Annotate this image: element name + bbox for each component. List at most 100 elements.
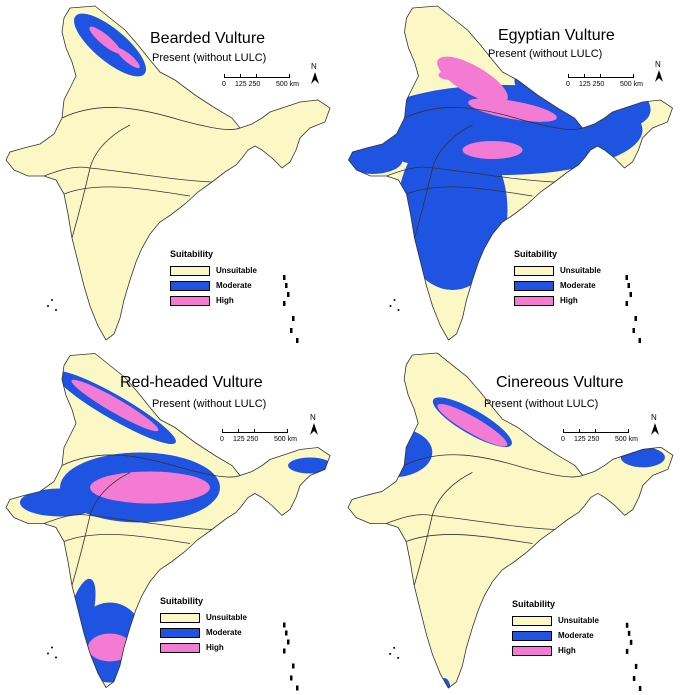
scale-bar: 0 125 250 500 km <box>566 74 648 96</box>
zone-boundary <box>406 186 533 197</box>
scale-bar: 0 125 250 500 km <box>222 74 304 96</box>
high-region <box>90 471 210 504</box>
island <box>47 305 49 307</box>
island <box>292 316 295 321</box>
map-panel-bearded: Bearded Vulture Present (without LULC) 0… <box>0 0 342 347</box>
island <box>47 652 49 655</box>
moderate-region <box>26 464 54 481</box>
island <box>51 299 53 301</box>
island <box>638 338 641 343</box>
scale-bar: 0 125 250 500 km <box>561 429 643 451</box>
panel-subtitle: Present (without LULC) <box>152 52 267 64</box>
island <box>634 316 637 321</box>
zone-boundary <box>385 514 555 530</box>
legend-swatch-unsuitable <box>514 266 554 276</box>
high-region <box>88 633 132 662</box>
legend-swatch-moderate <box>512 631 552 641</box>
island <box>632 675 636 681</box>
north-arrow-icon: N <box>308 62 322 86</box>
country-fill <box>6 6 330 340</box>
zone-boundary <box>71 472 131 586</box>
legend-swatch-moderate <box>170 281 210 291</box>
country-fill <box>348 353 673 688</box>
island <box>296 338 299 343</box>
high-region <box>437 403 508 447</box>
island <box>627 630 631 636</box>
india-map <box>5 353 331 691</box>
suitability-regions <box>20 370 330 683</box>
high-region <box>468 98 557 122</box>
country-outline <box>5 5 331 341</box>
island <box>625 648 629 654</box>
zone-boundary <box>404 107 583 130</box>
zone-boundary <box>43 166 213 183</box>
panel-subtitle: Present (without LULC) <box>488 48 603 60</box>
north-arrow-icon: N <box>307 413 321 437</box>
island <box>625 301 628 306</box>
moderate-region <box>348 146 403 174</box>
india-map <box>347 352 674 691</box>
zone-boundary <box>414 124 473 239</box>
legend-swatch-moderate <box>160 628 200 638</box>
legend-swatch-unsuitable <box>170 266 210 276</box>
island <box>55 309 57 311</box>
zone-boundary <box>61 454 241 478</box>
panel-subtitle: Present (without LULC) <box>152 398 267 410</box>
island <box>290 675 293 681</box>
island <box>283 301 286 306</box>
island <box>632 328 635 333</box>
panel-title: Bearded Vulture <box>150 30 266 47</box>
island <box>625 275 628 280</box>
legend-swatch-high <box>160 643 200 653</box>
island <box>627 283 630 288</box>
zone-boundary <box>404 454 583 478</box>
island <box>634 663 638 669</box>
suitability-regions <box>74 13 146 77</box>
zone-boundary <box>63 186 191 197</box>
high-region <box>89 26 121 54</box>
zone-boundary <box>63 534 191 544</box>
island <box>629 292 632 297</box>
india-map <box>5 5 331 343</box>
high-region <box>116 47 140 69</box>
country-outline <box>5 353 331 689</box>
island <box>397 309 400 311</box>
panel-subtitle: Present (without LULC) <box>484 398 599 410</box>
island <box>393 646 396 649</box>
high-region <box>438 70 463 80</box>
panel-title: Egyptian Vulture <box>498 27 615 44</box>
island <box>389 305 392 307</box>
island <box>397 656 400 659</box>
high-region <box>353 459 382 476</box>
panel-title: Cinereous Vulture <box>496 374 624 391</box>
north-arrow-icon: N <box>648 413 662 437</box>
island <box>625 622 629 628</box>
north-arrow-icon: N <box>652 60 666 84</box>
high-region <box>437 56 508 104</box>
legend-swatch-high <box>170 296 210 306</box>
legend-swatch-high <box>512 646 552 656</box>
country-outline <box>347 352 674 689</box>
legend-swatch-moderate <box>514 281 554 291</box>
zone-boundary <box>413 472 473 586</box>
island <box>638 685 642 691</box>
high-region <box>71 379 159 432</box>
island <box>389 652 392 655</box>
island <box>285 630 288 636</box>
india-map <box>348 5 673 343</box>
island <box>287 639 290 645</box>
island <box>296 685 299 691</box>
moderate-region <box>352 427 433 478</box>
panel-title: Red-headed Vulture <box>120 374 263 391</box>
zone-boundary <box>386 166 555 183</box>
island <box>290 328 293 333</box>
map-panel-egyptian: Egyptian Vulture Present (without LULC) … <box>342 0 685 347</box>
legend-swatch-unsuitable <box>160 613 200 623</box>
island <box>283 648 286 654</box>
island <box>285 283 288 288</box>
island <box>629 639 633 645</box>
zone-boundary <box>71 124 131 239</box>
map-panel-red-headed: Red-headed Vulture Present (without LULC… <box>0 347 342 695</box>
moderate-region <box>20 488 100 517</box>
high-region <box>368 112 397 128</box>
